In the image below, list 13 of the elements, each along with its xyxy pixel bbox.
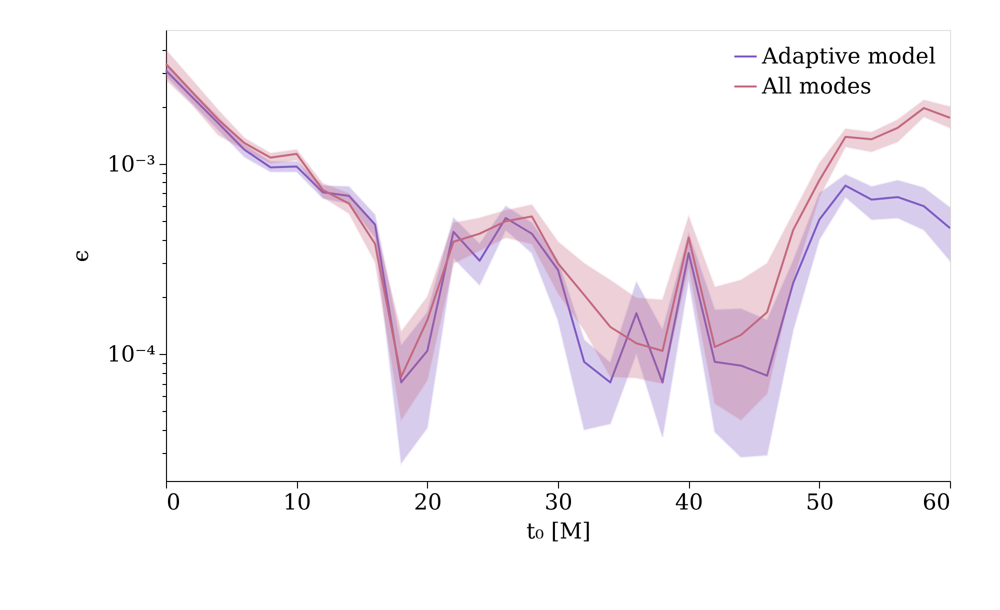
legend-label: All modes — [761, 74, 872, 100]
x-tick-label: 40 — [675, 490, 704, 516]
x-tick-label: 0 — [166, 490, 180, 516]
x-tick-label: 50 — [806, 490, 834, 516]
x-tick-label: 10 — [283, 490, 312, 516]
x-tick-label: 30 — [544, 490, 572, 516]
x-axis-title: t₀ [M] — [526, 520, 591, 544]
y-tick-label: 10⁻⁴ — [107, 342, 156, 368]
legend-label: Adaptive model — [761, 44, 936, 70]
y-axis-title: ϵ — [69, 250, 94, 262]
x-tick-label: 20 — [414, 490, 442, 516]
x-tick-label: 60 — [922, 490, 950, 516]
y-tick-label: 10⁻³ — [107, 152, 156, 178]
